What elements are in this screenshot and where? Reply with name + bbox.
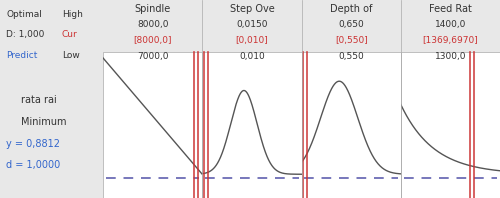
Text: D: 1,000: D: 1,000 <box>6 30 44 39</box>
Text: Spindle: Spindle <box>134 4 171 14</box>
Text: Optimal: Optimal <box>6 10 42 19</box>
Text: rata rai: rata rai <box>20 95 57 105</box>
Text: High: High <box>62 10 82 19</box>
Text: 0,0150: 0,0150 <box>236 20 268 29</box>
Text: [0,010]: [0,010] <box>236 36 268 45</box>
Text: d = 1,0000: d = 1,0000 <box>6 160 60 170</box>
Text: 1400,0: 1400,0 <box>434 20 466 29</box>
Text: 7000,0: 7000,0 <box>137 52 168 61</box>
Text: Low: Low <box>62 51 80 60</box>
Text: [1369,6970]: [1369,6970] <box>422 36 478 45</box>
FancyBboxPatch shape <box>302 52 401 198</box>
Text: Predict: Predict <box>6 51 38 60</box>
Text: 0,650: 0,650 <box>338 20 364 29</box>
Text: 0,010: 0,010 <box>239 52 265 61</box>
Text: [0,550]: [0,550] <box>335 36 368 45</box>
Text: Feed Rat: Feed Rat <box>429 4 472 14</box>
Text: Step Ove: Step Ove <box>230 4 274 14</box>
Text: 1300,0: 1300,0 <box>434 52 466 61</box>
Text: Depth of: Depth of <box>330 4 372 14</box>
Text: 8000,0: 8000,0 <box>137 20 168 29</box>
FancyBboxPatch shape <box>401 52 500 198</box>
Text: y = 0,8812: y = 0,8812 <box>6 139 60 149</box>
Text: 0,550: 0,550 <box>338 52 364 61</box>
Text: Cur: Cur <box>62 30 78 39</box>
Text: [8000,0]: [8000,0] <box>134 36 172 45</box>
FancyBboxPatch shape <box>202 52 302 198</box>
Text: Minimum: Minimum <box>20 117 66 127</box>
FancyBboxPatch shape <box>103 52 202 198</box>
